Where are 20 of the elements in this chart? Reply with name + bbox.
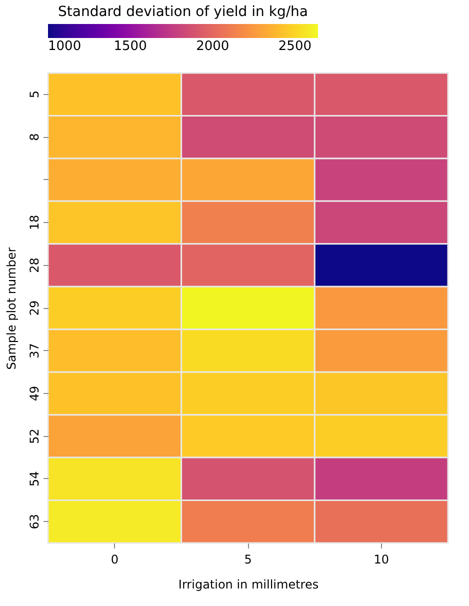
y-tick-label: 28 [28, 258, 42, 273]
x-tick-label: 5 [244, 552, 252, 566]
y-tick-label: 54 [28, 471, 42, 487]
y-tick-label: 8 [28, 133, 42, 141]
y-tick-label: 37 [28, 343, 42, 358]
color-bar-label: 1500 [114, 39, 147, 54]
x-axis-title: Irrigation in millimetres [178, 578, 319, 592]
color-bar-title: Standard deviation of yield in kg/ha [58, 4, 308, 20]
color-bar-label: 2500 [278, 39, 312, 54]
x-tick-label: 0 [110, 552, 118, 566]
y-tick-label: 63 [28, 514, 42, 530]
y-tick-label: 5 [28, 90, 42, 98]
y-tick-label: 29 [28, 300, 42, 316]
y-axis-title: Sample plot number [4, 247, 18, 370]
y-tick-label: 52 [28, 428, 42, 444]
y-tick-label: 49 [28, 386, 42, 402]
color-bar-label: 1000 [48, 39, 82, 54]
x-tick-label: 10 [374, 552, 389, 566]
y-tick-label: 18 [28, 214, 42, 230]
color-bar-label: 2000 [196, 39, 230, 54]
